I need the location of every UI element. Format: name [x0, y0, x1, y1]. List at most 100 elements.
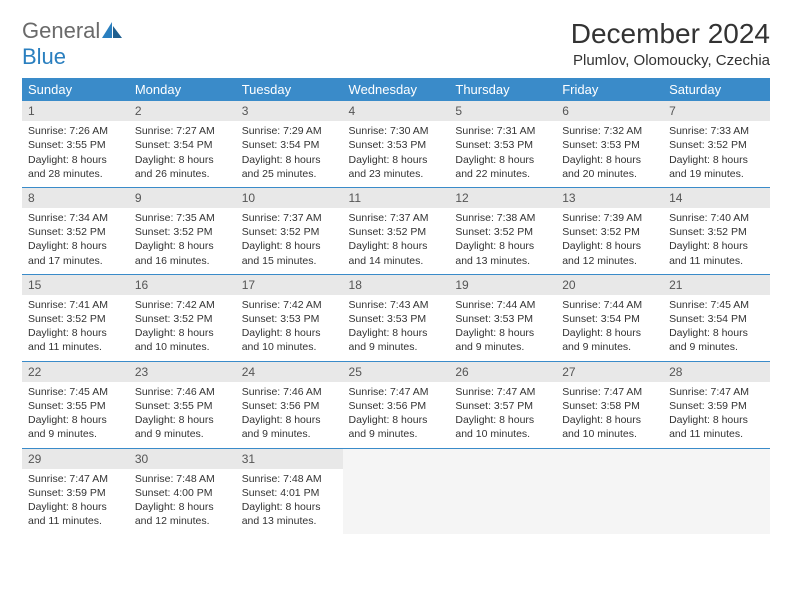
day-body: Sunrise: 7:47 AMSunset: 3:59 PMDaylight:…: [22, 469, 129, 535]
daylight-line: Daylight: 8 hours and 17 minutes.: [28, 239, 123, 267]
calendar-day-cell: 30Sunrise: 7:48 AMSunset: 4:00 PMDayligh…: [129, 448, 236, 534]
day-number: 27: [556, 362, 663, 382]
sunset-line: Sunset: 3:52 PM: [135, 225, 230, 239]
logo: General Blue: [22, 18, 124, 70]
day-body: Sunrise: 7:47 AMSunset: 3:57 PMDaylight:…: [449, 382, 556, 448]
sunrise-line: Sunrise: 7:42 AM: [135, 298, 230, 312]
daylight-line: Daylight: 8 hours and 28 minutes.: [28, 153, 123, 181]
logo-text-blue: Blue: [22, 44, 66, 69]
day-body: Sunrise: 7:38 AMSunset: 3:52 PMDaylight:…: [449, 208, 556, 274]
sunset-line: Sunset: 3:59 PM: [669, 399, 764, 413]
calendar-day-cell: 23Sunrise: 7:46 AMSunset: 3:55 PMDayligh…: [129, 361, 236, 448]
day-number: 19: [449, 275, 556, 295]
day-body: Sunrise: 7:47 AMSunset: 3:58 PMDaylight:…: [556, 382, 663, 448]
calendar-empty-cell: [343, 448, 450, 534]
calendar-day-cell: 17Sunrise: 7:42 AMSunset: 3:53 PMDayligh…: [236, 274, 343, 361]
day-body: Sunrise: 7:48 AMSunset: 4:00 PMDaylight:…: [129, 469, 236, 535]
day-number: 24: [236, 362, 343, 382]
sunrise-line: Sunrise: 7:37 AM: [242, 211, 337, 225]
sunrise-line: Sunrise: 7:47 AM: [455, 385, 550, 399]
calendar-empty-cell: [663, 448, 770, 534]
sunrise-line: Sunrise: 7:47 AM: [562, 385, 657, 399]
weekday-header: Wednesday: [343, 78, 450, 101]
day-body: Sunrise: 7:45 AMSunset: 3:55 PMDaylight:…: [22, 382, 129, 448]
logo-text-general: General: [22, 18, 100, 43]
calendar-day-cell: 24Sunrise: 7:46 AMSunset: 3:56 PMDayligh…: [236, 361, 343, 448]
day-number: 10: [236, 188, 343, 208]
day-number: 28: [663, 362, 770, 382]
sunset-line: Sunset: 3:55 PM: [28, 399, 123, 413]
calendar-week-row: 29Sunrise: 7:47 AMSunset: 3:59 PMDayligh…: [22, 448, 770, 534]
day-number: 18: [343, 275, 450, 295]
daylight-line: Daylight: 8 hours and 11 minutes.: [669, 239, 764, 267]
daylight-line: Daylight: 8 hours and 9 minutes.: [669, 326, 764, 354]
sunrise-line: Sunrise: 7:48 AM: [242, 472, 337, 486]
sunrise-line: Sunrise: 7:30 AM: [349, 124, 444, 138]
sunset-line: Sunset: 3:56 PM: [242, 399, 337, 413]
day-number: 21: [663, 275, 770, 295]
sunrise-line: Sunrise: 7:39 AM: [562, 211, 657, 225]
sunrise-line: Sunrise: 7:33 AM: [669, 124, 764, 138]
day-body: Sunrise: 7:47 AMSunset: 3:59 PMDaylight:…: [663, 382, 770, 448]
day-body: Sunrise: 7:26 AMSunset: 3:55 PMDaylight:…: [22, 121, 129, 187]
day-body: Sunrise: 7:45 AMSunset: 3:54 PMDaylight:…: [663, 295, 770, 361]
calendar-day-cell: 16Sunrise: 7:42 AMSunset: 3:52 PMDayligh…: [129, 274, 236, 361]
calendar-day-cell: 6Sunrise: 7:32 AMSunset: 3:53 PMDaylight…: [556, 101, 663, 187]
day-number: 9: [129, 188, 236, 208]
day-number: 11: [343, 188, 450, 208]
daylight-line: Daylight: 8 hours and 10 minutes.: [242, 326, 337, 354]
calendar-day-cell: 19Sunrise: 7:44 AMSunset: 3:53 PMDayligh…: [449, 274, 556, 361]
location: Plumlov, Olomoucky, Czechia: [571, 52, 770, 69]
daylight-line: Daylight: 8 hours and 22 minutes.: [455, 153, 550, 181]
day-body: Sunrise: 7:41 AMSunset: 3:52 PMDaylight:…: [22, 295, 129, 361]
day-body: Sunrise: 7:40 AMSunset: 3:52 PMDaylight:…: [663, 208, 770, 274]
calendar-day-cell: 21Sunrise: 7:45 AMSunset: 3:54 PMDayligh…: [663, 274, 770, 361]
sunset-line: Sunset: 3:53 PM: [349, 312, 444, 326]
sunset-line: Sunset: 3:53 PM: [242, 312, 337, 326]
day-number: 8: [22, 188, 129, 208]
day-body: Sunrise: 7:32 AMSunset: 3:53 PMDaylight:…: [556, 121, 663, 187]
sunrise-line: Sunrise: 7:43 AM: [349, 298, 444, 312]
weekday-header: Monday: [129, 78, 236, 101]
sunrise-line: Sunrise: 7:29 AM: [242, 124, 337, 138]
day-body: Sunrise: 7:35 AMSunset: 3:52 PMDaylight:…: [129, 208, 236, 274]
sunrise-line: Sunrise: 7:47 AM: [669, 385, 764, 399]
daylight-line: Daylight: 8 hours and 15 minutes.: [242, 239, 337, 267]
sunrise-line: Sunrise: 7:47 AM: [349, 385, 444, 399]
daylight-line: Daylight: 8 hours and 23 minutes.: [349, 153, 444, 181]
calendar-week-row: 15Sunrise: 7:41 AMSunset: 3:52 PMDayligh…: [22, 274, 770, 361]
calendar-day-cell: 20Sunrise: 7:44 AMSunset: 3:54 PMDayligh…: [556, 274, 663, 361]
day-body: Sunrise: 7:39 AMSunset: 3:52 PMDaylight:…: [556, 208, 663, 274]
header: General Blue December 2024 Plumlov, Olom…: [22, 18, 770, 70]
calendar-table: SundayMondayTuesdayWednesdayThursdayFrid…: [22, 78, 770, 534]
daylight-line: Daylight: 8 hours and 12 minutes.: [562, 239, 657, 267]
day-number: 20: [556, 275, 663, 295]
day-body: Sunrise: 7:42 AMSunset: 3:53 PMDaylight:…: [236, 295, 343, 361]
daylight-line: Daylight: 8 hours and 25 minutes.: [242, 153, 337, 181]
logo-sail-icon: [102, 22, 124, 38]
calendar-day-cell: 13Sunrise: 7:39 AMSunset: 3:52 PMDayligh…: [556, 187, 663, 274]
sunset-line: Sunset: 3:52 PM: [28, 312, 123, 326]
day-number: 29: [22, 449, 129, 469]
day-number: 2: [129, 101, 236, 121]
sunset-line: Sunset: 3:56 PM: [349, 399, 444, 413]
sunset-line: Sunset: 3:53 PM: [455, 312, 550, 326]
sunrise-line: Sunrise: 7:44 AM: [562, 298, 657, 312]
sunset-line: Sunset: 3:55 PM: [135, 399, 230, 413]
day-body: Sunrise: 7:48 AMSunset: 4:01 PMDaylight:…: [236, 469, 343, 535]
day-body: Sunrise: 7:44 AMSunset: 3:53 PMDaylight:…: [449, 295, 556, 361]
sunset-line: Sunset: 3:52 PM: [669, 225, 764, 239]
sunset-line: Sunset: 3:53 PM: [455, 138, 550, 152]
calendar-empty-cell: [556, 448, 663, 534]
daylight-line: Daylight: 8 hours and 14 minutes.: [349, 239, 444, 267]
daylight-line: Daylight: 8 hours and 12 minutes.: [135, 500, 230, 528]
daylight-line: Daylight: 8 hours and 10 minutes.: [455, 413, 550, 441]
daylight-line: Daylight: 8 hours and 9 minutes.: [242, 413, 337, 441]
day-body: Sunrise: 7:34 AMSunset: 3:52 PMDaylight:…: [22, 208, 129, 274]
calendar-day-cell: 14Sunrise: 7:40 AMSunset: 3:52 PMDayligh…: [663, 187, 770, 274]
day-number: 31: [236, 449, 343, 469]
day-body: Sunrise: 7:37 AMSunset: 3:52 PMDaylight:…: [236, 208, 343, 274]
weekday-header: Tuesday: [236, 78, 343, 101]
day-number: 14: [663, 188, 770, 208]
calendar-day-cell: 1Sunrise: 7:26 AMSunset: 3:55 PMDaylight…: [22, 101, 129, 187]
